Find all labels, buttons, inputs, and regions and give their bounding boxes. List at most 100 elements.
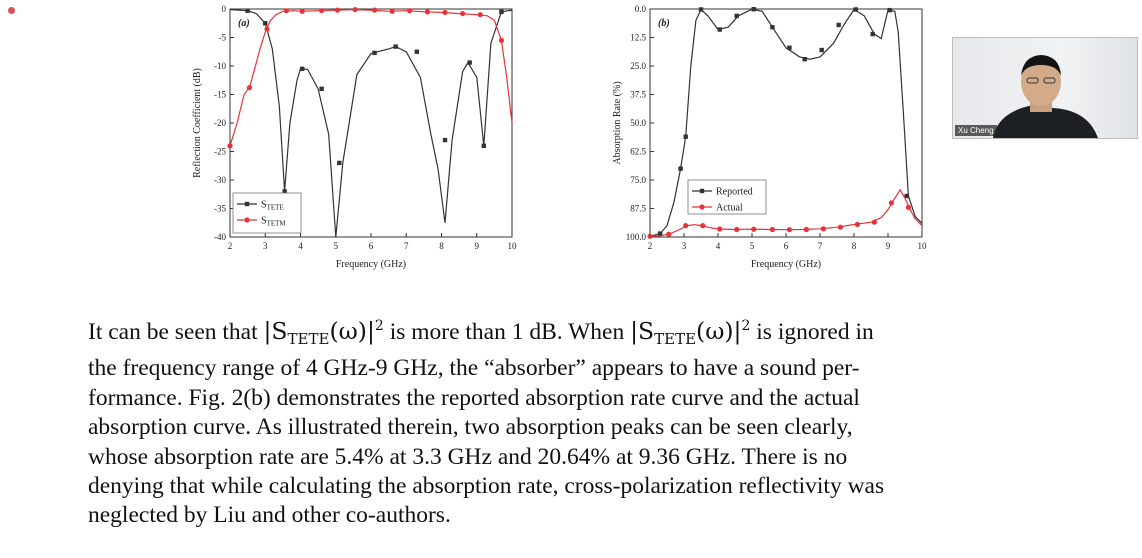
data-point: [786, 227, 792, 233]
data-point: [854, 221, 860, 228]
webcam-video-tile[interactable]: Xu Cheng: [952, 37, 1138, 139]
text-segment: is more than 1 dB. When: [383, 319, 631, 345]
data-point: [481, 143, 486, 148]
y-tick-label: 0.0: [635, 4, 647, 14]
data-point: [751, 7, 756, 12]
y-tick-label: -5: [219, 33, 227, 43]
data-point: [888, 200, 894, 206]
paragraph-line-4: absorption curve. As illustrated therein…: [88, 414, 853, 441]
legend-box: [232, 192, 302, 234]
data-point: [836, 22, 841, 28]
series-line: [229, 8, 513, 146]
data-point: [442, 137, 448, 143]
x-tick-label: 7: [818, 241, 823, 251]
legend-label: STETM: [261, 216, 286, 228]
y-tick-label: 37.5: [630, 90, 646, 100]
data-point: [770, 25, 775, 30]
legend-marker: [699, 204, 705, 210]
data-point: [246, 85, 252, 91]
paragraph-line-3: formance. Fig. 2(b) demonstrates the rep…: [88, 384, 860, 411]
data-point: [904, 193, 909, 199]
data-point: [751, 226, 757, 232]
legend-marker: [699, 188, 705, 194]
participant-figure: [993, 55, 1098, 138]
data-point: [319, 86, 324, 91]
data-point: [460, 10, 466, 17]
data-point: [871, 219, 877, 225]
panel-label: (b): [658, 18, 670, 29]
x-tick-label: 9: [475, 241, 480, 251]
data-point: [245, 8, 250, 13]
y-tick-label: -10: [214, 61, 226, 71]
x-tick-label: 10: [918, 241, 928, 251]
participant-name-tag: Xu Cheng: [955, 125, 997, 136]
y-tick-label: 12.5: [630, 33, 646, 43]
paragraph-line-5: whose absorption rate are 5.4% at 3.3 GH…: [88, 443, 848, 470]
data-point: [282, 189, 287, 194]
y-tick-label: -25: [214, 147, 226, 157]
x-tick-label: 2: [228, 241, 233, 251]
data-point: [389, 8, 395, 14]
data-point: [407, 8, 413, 14]
y-tick-label: -35: [214, 204, 226, 214]
x-tick-label: 8: [439, 241, 444, 251]
y-tick-label: 100.0: [626, 232, 647, 242]
data-point: [887, 7, 892, 13]
data-point: [227, 143, 233, 149]
data-point: [803, 226, 809, 233]
paragraph-line-7: neglected by Liu and other co-authors.: [88, 502, 451, 529]
legend-marker: [244, 201, 250, 207]
y-tick-label: 25.0: [630, 61, 646, 71]
reflection-coefficient-chart: 2 3 4 5 6 7 8 9 10 0 -5 -10 -15 -20 -25 -30 -35 -40 Freque…: [192, 4, 517, 270]
y-tick-label: 0: [222, 4, 227, 14]
data-point: [263, 21, 268, 26]
text-segment: is ignored in: [750, 319, 874, 345]
data-point: [477, 12, 483, 18]
y-tick-label: 75.0: [630, 175, 646, 185]
data-point: [334, 7, 341, 13]
x-tick-label: 4: [716, 241, 721, 251]
data-point: [647, 233, 653, 239]
y-tick-label: 62.5: [630, 147, 646, 157]
x-tick-label: 6: [784, 241, 789, 251]
data-point: [393, 44, 398, 49]
data-point: [853, 7, 858, 12]
y-tick-label: -40: [214, 232, 226, 242]
x-tick-label: 2: [648, 241, 653, 251]
data-point: [319, 8, 325, 14]
data-point: [498, 37, 505, 43]
y-axis-label: Reflection Coefficient (dB): [192, 68, 203, 178]
data-point: [734, 13, 739, 19]
data-point: [683, 223, 689, 229]
math-expression: |STETE(ω)|2: [630, 317, 751, 348]
paragraph-line-2: the frequency range of 4 GHz-9 GHz, the …: [88, 355, 860, 382]
y-tick-label: 50.0: [630, 118, 646, 128]
data-point: [299, 8, 305, 14]
data-point: [414, 49, 420, 54]
x-tick-label: 8: [852, 241, 857, 251]
series-line: [229, 9, 513, 238]
absorption-rate-chart: 2 3 4 5 6 7 8 9 100.012.525.037.550.062.575.087.…: [612, 4, 928, 270]
data-point: [678, 166, 683, 171]
legend-label: Actual: [716, 203, 743, 214]
panel-label: (a): [238, 18, 250, 29]
x-tick-label: 4: [298, 241, 303, 251]
x-tick-label: 6: [369, 241, 374, 251]
x-tick-label: 3: [263, 241, 268, 251]
data-point: [819, 47, 824, 53]
data-point: [442, 9, 448, 16]
data-point: [666, 231, 672, 237]
recording-indicator-icon: [8, 7, 15, 14]
slide-paragraph: It can be seen that |STETE(ω)|2 is more …: [88, 312, 1060, 531]
y-tick-label: -20: [214, 118, 226, 128]
data-point: [424, 9, 430, 15]
text-segment: It can be seen that: [88, 319, 264, 345]
data-point: [717, 27, 722, 32]
data-point: [337, 160, 342, 166]
data-point: [820, 226, 826, 232]
legend-label: Reported: [716, 187, 753, 198]
data-point: [300, 66, 305, 72]
data-point: [371, 7, 378, 13]
data-point: [700, 223, 706, 229]
data-point: [372, 50, 377, 56]
